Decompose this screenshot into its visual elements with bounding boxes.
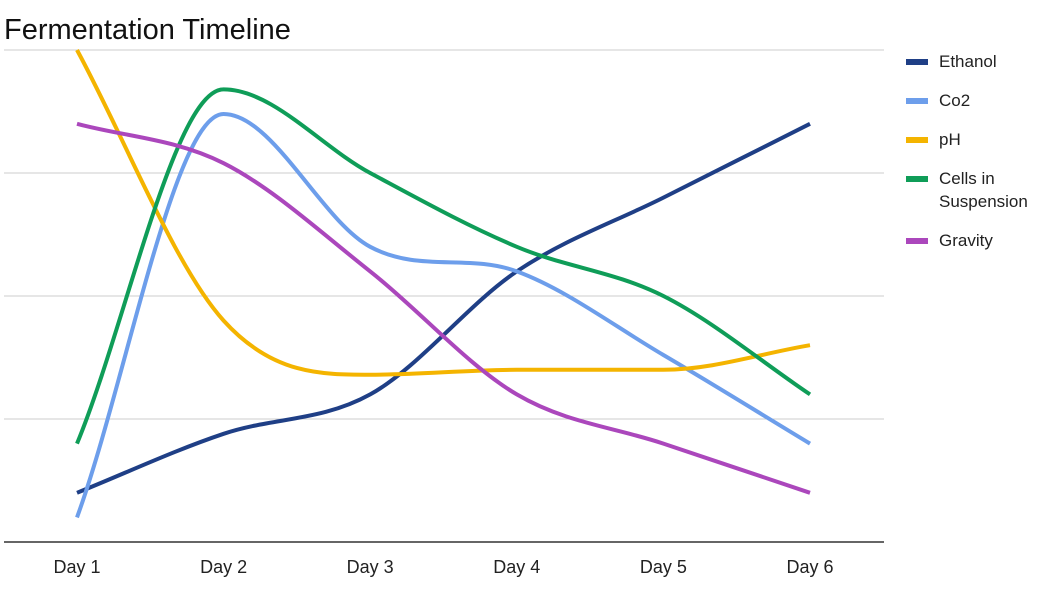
legend-item: Co2 — [906, 89, 1046, 112]
chart-title: Fermentation Timeline — [4, 14, 291, 46]
legend-swatch — [906, 176, 928, 182]
legend-swatch — [906, 98, 928, 104]
legend-item: Gravity — [906, 229, 1046, 252]
series-line-gravity — [76, 121, 811, 495]
legend-swatch — [906, 59, 928, 65]
legend: Ethanol Co2 pH Cells in Suspension Gravity — [906, 50, 1046, 268]
legend-label: Co2 — [939, 91, 971, 110]
legend-label: Ethanol — [939, 52, 997, 71]
legend-label: pH — [939, 130, 961, 149]
legend-label: Cells in Suspension — [939, 169, 1028, 211]
series-line-ph — [75, 49, 811, 377]
x-tick-label: Day 2 — [200, 557, 247, 577]
x-tick-label: Day 4 — [493, 557, 540, 577]
x-axis-tick-labels: Day 1 Day 2 Day 3 Day 4 Day 5 Day 6 — [53, 557, 833, 577]
series-layer — [75, 49, 812, 519]
series-line-cells-in-suspension — [75, 87, 812, 445]
legend-swatch — [906, 137, 928, 143]
gridlines — [4, 49, 884, 543]
x-tick-label: Day 3 — [347, 557, 394, 577]
x-tick-label: Day 6 — [786, 557, 833, 577]
legend-label: Gravity — [939, 231, 993, 250]
series-line-ethanol — [76, 122, 811, 495]
x-tick-label: Day 5 — [640, 557, 687, 577]
legend-item: pH — [906, 128, 1046, 151]
legend-item: Cells in Suspension — [906, 167, 1046, 213]
legend-item: Ethanol — [906, 50, 1046, 73]
series-line-co2 — [75, 112, 812, 519]
legend-swatch — [906, 238, 928, 244]
x-tick-label: Day 1 — [53, 557, 100, 577]
